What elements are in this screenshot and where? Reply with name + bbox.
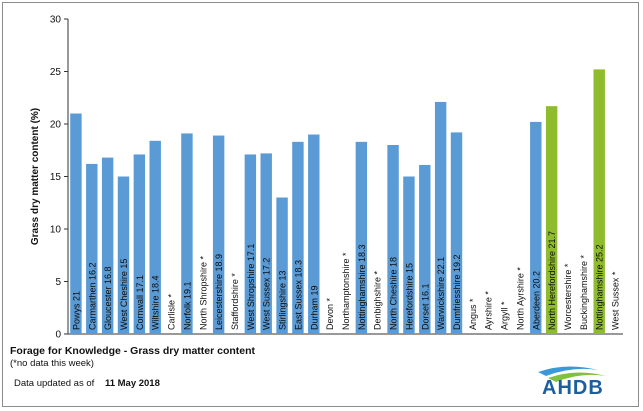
bar-label: Buckinghamshire * — [579, 254, 589, 330]
bar-label: Cornwall 17.1 — [135, 275, 145, 330]
bar-label: Argyll * — [500, 301, 510, 330]
ahdb-logo: AHDB — [538, 366, 606, 396]
bar-label: Dorset 16.1 — [420, 283, 430, 330]
bar-label: West Cheshire 15 — [119, 259, 129, 330]
y-tick-label: 5 — [55, 277, 61, 288]
bar — [593, 69, 605, 335]
bar-label: North Herefordshire 21.7 — [547, 231, 557, 330]
bar-label: Durham 19 — [309, 285, 319, 330]
bar-label: North Shropshire * — [198, 255, 208, 330]
bar — [133, 154, 146, 334]
bar-label: North Ayrshire * — [515, 267, 525, 330]
bar — [308, 134, 320, 334]
bar — [450, 132, 463, 334]
bar-label: Herefordshire 15 — [404, 263, 414, 330]
bar-label: Wiltshire 18.4 — [151, 275, 161, 330]
y-tick-label: 0 — [55, 330, 61, 341]
bar-label: Gloucester 16.8 — [103, 266, 113, 330]
bar — [545, 106, 558, 335]
bar-label: Worcestershire * — [563, 263, 573, 330]
bar — [292, 141, 304, 334]
bar-label: West Shropshire 17.1 — [246, 244, 256, 330]
data-updated-prefix: Data updated as of — [14, 378, 95, 389]
bar — [70, 113, 82, 334]
bar — [355, 141, 368, 334]
bar-label: Devon * — [325, 297, 335, 330]
data-updated-date: 11 May 2018 — [104, 378, 160, 389]
logo-swoosh-blue — [538, 366, 598, 376]
logo-swoosh-green — [548, 372, 606, 382]
bar-label: Nottinghamshire 18.3 — [357, 244, 367, 330]
bar — [530, 121, 542, 335]
bar — [212, 135, 225, 334]
bar-label: Norfolk 19.1 — [182, 281, 192, 330]
bar — [86, 163, 98, 334]
y-tick-label: 20 — [50, 120, 62, 131]
y-tick-label: 10 — [50, 225, 62, 236]
bar-label: Denbighshire * — [373, 270, 383, 330]
y-tick-label: 30 — [50, 15, 62, 26]
bar-label: Powys 21 — [71, 291, 81, 330]
bar — [244, 154, 257, 334]
bar-label: Ayrshire * — [484, 291, 494, 330]
chart-caption-title: Forage for Knowledge - Grass dry matter … — [10, 345, 256, 357]
y-tick-label: 25 — [50, 67, 62, 78]
bar — [434, 101, 447, 334]
bar — [181, 133, 193, 334]
bar — [387, 145, 399, 334]
y-tick-label: 15 — [50, 172, 62, 183]
bar — [276, 197, 288, 334]
bar — [260, 153, 272, 334]
bar — [403, 176, 415, 334]
bar-label: East Sussex 18.3 — [293, 260, 303, 330]
bar-label: West Sussex * — [611, 271, 621, 330]
bar — [117, 176, 130, 334]
bar-label: Staffordshire * — [230, 273, 240, 330]
bar — [149, 140, 161, 334]
chart-caption-note: (*no data this week) — [10, 358, 94, 369]
logo-text: AHDB — [542, 377, 604, 396]
bar-label: Warwickshire 22.1 — [436, 257, 446, 330]
bar-label: Carmarthen 16.2 — [87, 262, 97, 330]
bar — [101, 157, 114, 334]
bar-label: Northamptonshire * — [341, 252, 351, 330]
bar-label: Dumfriesshire 19.2 — [452, 254, 462, 330]
bar-label: West Sussex 17.2 — [262, 258, 272, 330]
bar-label: Leicestershire 18.9 — [214, 254, 224, 330]
bar — [419, 164, 431, 334]
y-axis-label: Grass dry matter content (%) — [30, 108, 41, 245]
bar-label: North Cheshire 18 — [389, 257, 399, 330]
bar-label: Nottinghamshire 25.2 — [595, 244, 605, 330]
bar-label: Stirlingshire 13 — [278, 270, 288, 330]
bar-label: Aberdeen 20.2 — [531, 271, 541, 330]
data-updated-line: Data updated as of 11 May 2018 — [14, 378, 160, 389]
bar-label: Carlisle * — [167, 293, 177, 330]
bar-label: Angus * — [468, 298, 478, 330]
